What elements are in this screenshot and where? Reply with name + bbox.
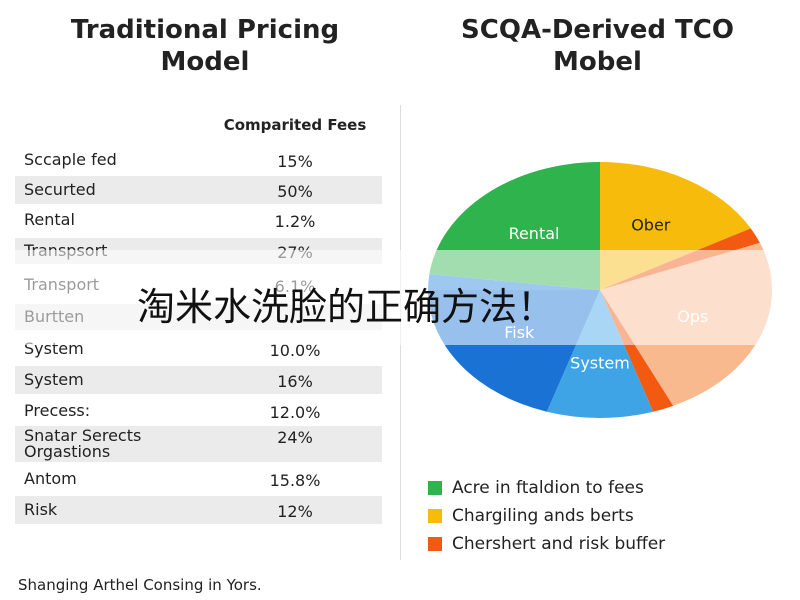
overlay-text: 淘米水洗脸的正确方法！	[137, 285, 556, 329]
overlay-banner: 淘米水洗脸的正确方法！	[0, 250, 800, 345]
cell-value: 15.8%	[269, 471, 321, 490]
table-row: System 16%	[15, 366, 382, 394]
cell-label: Antom	[24, 469, 77, 488]
slice-label: Ober	[631, 216, 671, 235]
cell-value: 12.0%	[269, 403, 321, 422]
legend-label: Chargiling ands berts	[452, 506, 634, 526]
chart-title: SCQA-Derived TCO Mobel	[461, 15, 734, 77]
table-row: Sccaple fed 15%	[15, 147, 382, 173]
legend-label: Chershert and risk buffer	[452, 534, 665, 554]
table-row: Risk 12%	[15, 496, 382, 524]
cell-value: 15%	[277, 152, 313, 171]
cell-label: Rental	[24, 210, 75, 229]
table-row: Securted 50%	[15, 176, 382, 204]
cell-value: 50%	[277, 182, 313, 201]
cell-label: Snatar Serects Orgastions	[24, 426, 142, 461]
cell-value: 10.0%	[269, 341, 321, 360]
cell-label: System	[24, 370, 84, 389]
cell-value: 16%	[277, 372, 313, 391]
cell-label: Risk	[24, 500, 58, 519]
cell-label: Precess:	[24, 401, 91, 420]
cell-value: 24%	[277, 428, 313, 447]
legend-label: Acre in ftaldion to fees	[452, 478, 644, 498]
legend-swatch	[428, 481, 442, 495]
footnote: Shanging Arthel Consing in Yors.	[18, 576, 262, 594]
cell-value: 12%	[277, 502, 313, 521]
cell-label: Sccaple fed	[24, 150, 117, 169]
table-row: Rental 1.2%	[15, 207, 382, 233]
cell-value: 1.2%	[274, 212, 316, 231]
left-title: Traditional Pricing Model	[70, 15, 340, 77]
legend-swatch	[428, 537, 442, 551]
cell-label: Securted	[24, 180, 96, 199]
table-header: Comparited Fees	[223, 116, 367, 134]
table-row: Precess: 12.0%	[15, 398, 382, 424]
legend-swatch	[428, 509, 442, 523]
pie-slice	[546, 290, 654, 418]
slice-label: System	[570, 354, 630, 373]
slice-label: Rental	[509, 224, 560, 243]
table-row: Snatar Serects Orgastions 24%	[15, 426, 382, 462]
table-row: Antom 15.8%	[15, 466, 382, 492]
